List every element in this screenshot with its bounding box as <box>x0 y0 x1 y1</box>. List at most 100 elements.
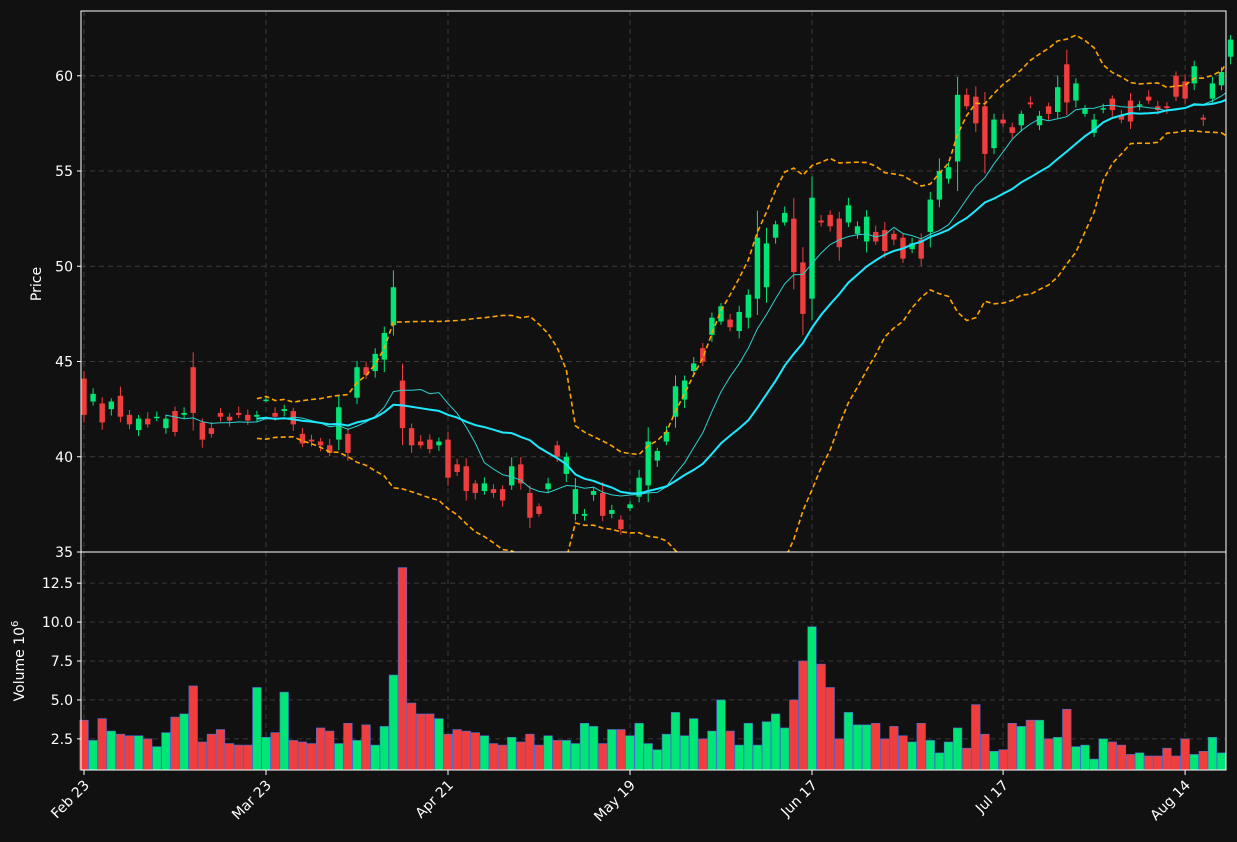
candle-body <box>1227 39 1234 57</box>
volume-bar <box>252 687 262 771</box>
candle-body <box>782 212 788 223</box>
candle-body <box>518 464 524 484</box>
volume-bar <box>643 743 653 771</box>
volume-bar <box>479 735 490 771</box>
volume-bar <box>825 687 835 771</box>
volume-bar <box>816 663 826 771</box>
candle-body <box>809 197 815 299</box>
volume-bar <box>1162 747 1172 771</box>
volume-bar <box>588 726 599 771</box>
volume-bar <box>971 704 981 771</box>
volume-bar <box>243 744 253 771</box>
candle-body <box>727 319 733 328</box>
candle-body <box>1146 96 1152 101</box>
price-ytick-label: 40 <box>55 450 73 466</box>
candle-body <box>800 262 806 314</box>
candle-body <box>736 311 742 332</box>
candle-body <box>126 414 133 425</box>
candle-body <box>463 466 469 492</box>
volume-ytick-label: 7.5 <box>51 654 73 670</box>
volume-bar <box>1062 708 1072 771</box>
volume-bar <box>452 729 462 771</box>
candle-body <box>1182 81 1188 99</box>
volume-bar <box>497 744 508 771</box>
candle-body <box>481 483 488 492</box>
volume-bar <box>325 730 335 771</box>
candle-body <box>427 439 433 450</box>
volume-bar <box>734 744 744 771</box>
volume-bar <box>843 712 853 771</box>
candle-body <box>1200 117 1206 120</box>
candle-body <box>600 492 606 516</box>
candle-body <box>572 489 579 514</box>
volume-axis-label-text: Volume 10 <box>12 627 28 701</box>
candle-body <box>1064 64 1070 103</box>
candle-body <box>636 477 642 497</box>
candle-body <box>763 243 770 288</box>
candle-body <box>1173 75 1179 97</box>
candle-body <box>208 428 215 434</box>
price-ytick-label: 35 <box>55 545 73 561</box>
candle-body <box>445 439 451 478</box>
candle-body <box>509 466 515 486</box>
candle-body <box>681 380 688 400</box>
candle-body <box>1209 83 1216 99</box>
candle-body <box>1036 115 1043 126</box>
price-ytick-label: 45 <box>55 355 73 371</box>
volume-bar <box>106 730 116 771</box>
volume-bar <box>343 722 353 771</box>
candle-body <box>836 218 842 248</box>
candle-body <box>964 94 970 107</box>
candle-body <box>217 412 224 417</box>
volume-bar <box>780 727 790 771</box>
volume-bar <box>898 735 908 771</box>
candle-body <box>1055 87 1061 112</box>
volume-bar <box>1207 736 1217 771</box>
candle-body <box>1045 106 1052 114</box>
candle-body <box>691 363 697 372</box>
volume-bar <box>670 712 681 771</box>
candle-body <box>145 418 151 425</box>
volume-bar <box>761 721 772 771</box>
candle-body <box>199 422 205 440</box>
volume-bar <box>416 713 426 771</box>
volume-bar <box>306 743 317 771</box>
volume-bar <box>425 713 435 771</box>
candle-body <box>700 348 706 362</box>
volume-bar <box>916 722 926 771</box>
volume-bar <box>752 744 762 771</box>
volume-bar <box>261 736 271 771</box>
volume-bar <box>279 691 289 771</box>
volume-bar <box>607 729 617 771</box>
volume-bar <box>270 732 280 771</box>
volume-bar <box>397 567 408 771</box>
volume-bar <box>980 733 990 771</box>
candle-body <box>135 418 142 431</box>
volume-bar <box>1180 738 1190 771</box>
volume-bar <box>689 718 699 771</box>
volume-bar <box>379 726 389 771</box>
volume-bar <box>598 743 608 771</box>
candle-body <box>1136 104 1143 106</box>
candle-body <box>272 412 278 417</box>
candle-body <box>181 412 187 415</box>
volume-bar <box>634 722 644 771</box>
price-ytick-label: 60 <box>55 69 73 85</box>
volume-bar <box>1125 754 1136 771</box>
price-ytick-label: 50 <box>55 259 73 275</box>
candle-body <box>1164 106 1170 109</box>
volume-bar <box>1216 752 1227 771</box>
volume-bar <box>871 722 881 771</box>
volume-bar <box>625 735 635 771</box>
moving-average-long-line <box>256 98 1226 495</box>
volume-bar <box>406 702 417 771</box>
volume-bar <box>852 724 863 771</box>
candle-body <box>436 441 442 446</box>
candle-body <box>991 119 997 149</box>
candle-body <box>290 411 296 425</box>
candle-body <box>236 412 242 415</box>
volume-bar <box>115 733 125 771</box>
volume-bar <box>1135 752 1145 771</box>
